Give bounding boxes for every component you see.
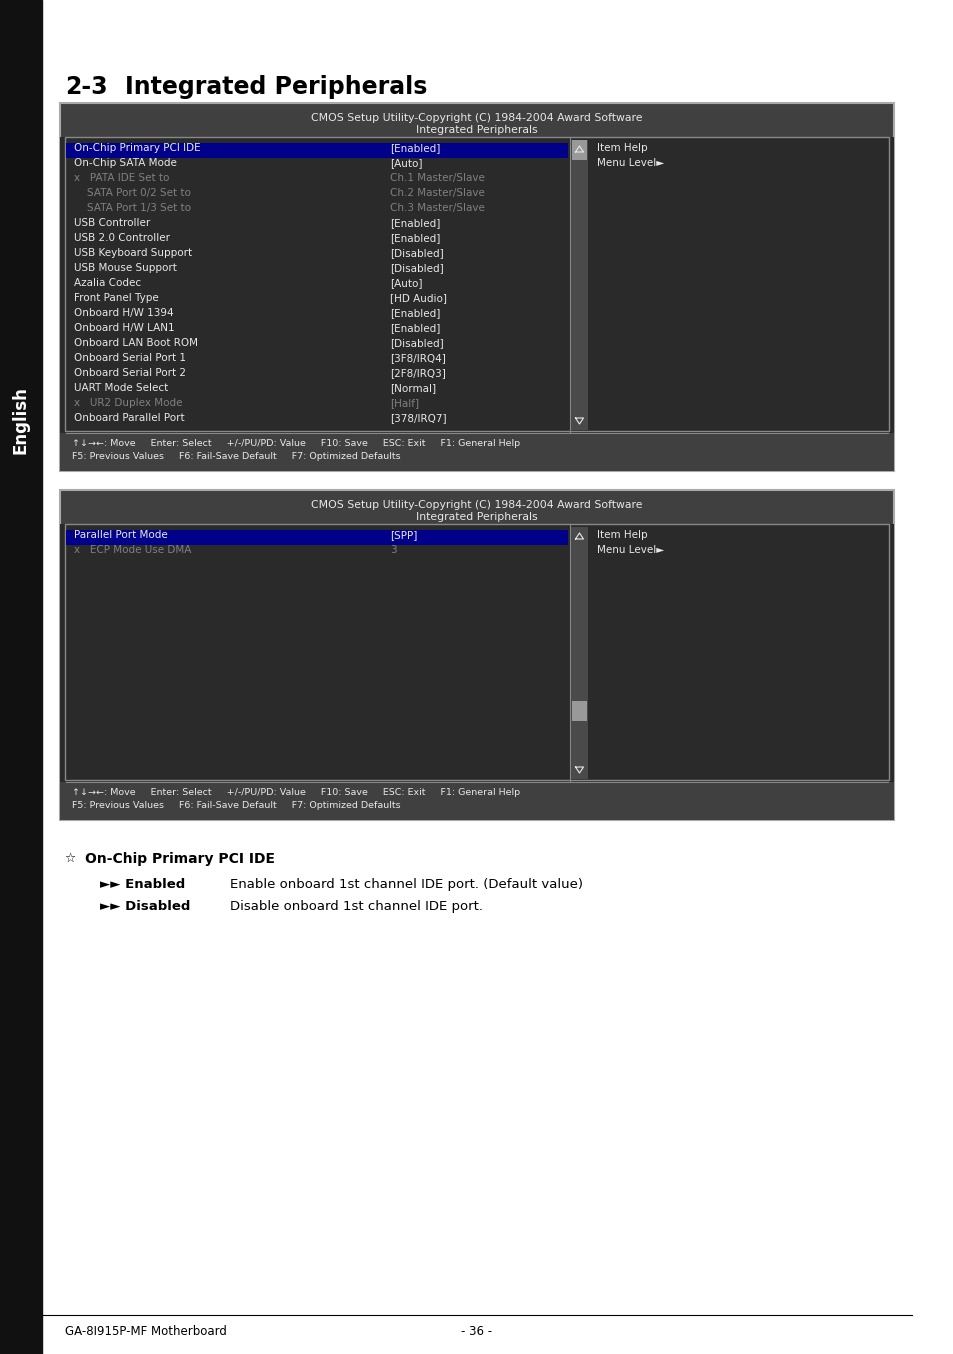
Text: Enable onboard 1st channel IDE port. (Default value): Enable onboard 1st channel IDE port. (De… [230, 877, 582, 891]
Bar [60, 783, 893, 821]
Text: CMOS Setup Utility-Copyright (C) 1984-2004 Award Software: CMOS Setup Utility-Copyright (C) 1984-20… [311, 500, 642, 510]
Text: Item Help: Item Help [597, 144, 647, 153]
Text: [378/IRQ7]: [378/IRQ7] [390, 413, 446, 422]
Text: [HD Audio]: [HD Audio] [390, 292, 447, 303]
Bar [60, 137, 893, 433]
Text: Onboard Serial Port 1: Onboard Serial Port 1 [74, 353, 186, 363]
Text: [2F8/IRQ3]: [2F8/IRQ3] [390, 368, 445, 378]
Bar [65, 137, 888, 431]
Text: Onboard Parallel Port: Onboard Parallel Port [74, 413, 185, 422]
Text: SATA Port 1/3 Set to: SATA Port 1/3 Set to [74, 203, 191, 213]
Text: ►► Disabled: ►► Disabled [100, 900, 191, 913]
Text: SATA Port 0/2 Set to: SATA Port 0/2 Set to [74, 188, 191, 198]
Text: CMOS Setup Utility-Copyright (C) 1984-2004 Award Software: CMOS Setup Utility-Copyright (C) 1984-20… [311, 112, 642, 123]
Bar [60, 433, 893, 471]
Text: On-Chip Primary PCI IDE: On-Chip Primary PCI IDE [85, 852, 274, 867]
Text: [SPP]: [SPP] [390, 529, 416, 540]
Text: - 36 -: - 36 - [461, 1326, 492, 1338]
Text: Item Help: Item Help [597, 529, 647, 540]
Bar [60, 490, 893, 821]
Text: Azalia Codec: Azalia Codec [74, 278, 141, 288]
Bar [66, 144, 567, 158]
Text: Onboard H/W LAN1: Onboard H/W LAN1 [74, 324, 174, 333]
Text: x   ECP Mode Use DMA: x ECP Mode Use DMA [74, 546, 192, 555]
Text: 3: 3 [390, 546, 396, 555]
Text: ↑↓→←: Move     Enter: Select     +/-/PU/PD: Value     F10: Save     ESC: Exit   : ↑↓→←: Move Enter: Select +/-/PU/PD: Valu… [71, 788, 519, 798]
Bar [0, 0, 42, 1354]
Text: Parallel Port Mode: Parallel Port Mode [74, 529, 168, 540]
Text: F5: Previous Values     F6: Fail-Save Default     F7: Optimized Defaults: F5: Previous Values F6: Fail-Save Defaul… [71, 802, 400, 810]
Bar [572, 139, 586, 160]
Bar [572, 701, 586, 720]
Bar [571, 139, 587, 431]
Text: English: English [12, 386, 30, 454]
Text: [Enabled]: [Enabled] [390, 144, 440, 153]
Text: [Enabled]: [Enabled] [390, 233, 440, 242]
Text: Ch.2 Master/Slave: Ch.2 Master/Slave [390, 188, 484, 198]
Text: [3F8/IRQ4]: [3F8/IRQ4] [390, 353, 445, 363]
Text: USB Controller: USB Controller [74, 218, 150, 227]
Text: Disable onboard 1st channel IDE port.: Disable onboard 1st channel IDE port. [230, 900, 482, 913]
Text: Integrated Peripherals: Integrated Peripherals [416, 125, 537, 135]
Text: Menu Level►: Menu Level► [597, 158, 663, 168]
Text: GA-8I915P-MF Motherboard: GA-8I915P-MF Motherboard [65, 1326, 227, 1338]
Text: Front Panel Type: Front Panel Type [74, 292, 158, 303]
Text: [Auto]: [Auto] [390, 278, 422, 288]
Text: Onboard LAN Boot ROM: Onboard LAN Boot ROM [74, 338, 198, 348]
Text: x   PATA IDE Set to: x PATA IDE Set to [74, 173, 170, 183]
Text: ►► Enabled: ►► Enabled [100, 877, 185, 891]
Text: ↑↓→←: Move     Enter: Select     +/-/PU/PD: Value     F10: Save     ESC: Exit   : ↑↓→←: Move Enter: Select +/-/PU/PD: Valu… [71, 439, 519, 448]
Text: 2-3: 2-3 [65, 74, 108, 99]
Text: F5: Previous Values     F6: Fail-Save Default     F7: Optimized Defaults: F5: Previous Values F6: Fail-Save Defaul… [71, 452, 400, 460]
Text: [Half]: [Half] [390, 398, 418, 408]
Text: On-Chip Primary PCI IDE: On-Chip Primary PCI IDE [74, 144, 200, 153]
Text: UART Mode Select: UART Mode Select [74, 383, 168, 393]
Text: [Enabled]: [Enabled] [390, 218, 440, 227]
Text: [Auto]: [Auto] [390, 158, 422, 168]
Text: [Normal]: [Normal] [390, 383, 436, 393]
Text: Onboard Serial Port 2: Onboard Serial Port 2 [74, 368, 186, 378]
Text: [Enabled]: [Enabled] [390, 307, 440, 318]
Text: Ch.1 Master/Slave: Ch.1 Master/Slave [390, 173, 484, 183]
Text: USB Keyboard Support: USB Keyboard Support [74, 248, 192, 259]
Text: x   UR2 Duplex Mode: x UR2 Duplex Mode [74, 398, 182, 408]
Bar [66, 529, 567, 546]
Bar [571, 527, 587, 779]
Text: On-Chip SATA Mode: On-Chip SATA Mode [74, 158, 176, 168]
Text: USB Mouse Support: USB Mouse Support [74, 263, 176, 274]
Text: ☆: ☆ [65, 852, 84, 865]
Text: [Disabled]: [Disabled] [390, 248, 443, 259]
Text: Ch.3 Master/Slave: Ch.3 Master/Slave [390, 203, 484, 213]
Text: [Disabled]: [Disabled] [390, 263, 443, 274]
Text: USB 2.0 Controller: USB 2.0 Controller [74, 233, 170, 242]
Text: Onboard H/W 1394: Onboard H/W 1394 [74, 307, 173, 318]
Text: [Disabled]: [Disabled] [390, 338, 443, 348]
Text: Integrated Peripherals: Integrated Peripherals [416, 512, 537, 523]
Text: [Enabled]: [Enabled] [390, 324, 440, 333]
Bar [60, 524, 893, 783]
Text: Integrated Peripherals: Integrated Peripherals [125, 74, 427, 99]
Bar [65, 524, 888, 780]
Bar [60, 103, 893, 471]
Text: Menu Level►: Menu Level► [597, 546, 663, 555]
